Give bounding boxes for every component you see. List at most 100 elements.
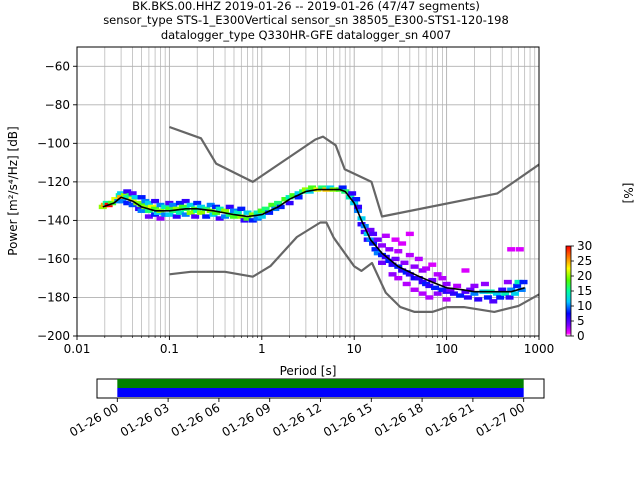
- density-cell: [276, 204, 285, 210]
- density-cell: [438, 287, 447, 292]
- density-cell: [474, 297, 483, 302]
- density-cell: [123, 189, 132, 194]
- colorbar-tick-label: 5: [577, 314, 585, 328]
- density-cell: [513, 283, 522, 289]
- density-cell: [381, 233, 390, 239]
- colorbar-label: [%]: [621, 183, 635, 204]
- density-cell: [257, 214, 266, 219]
- density-cell: [433, 272, 442, 277]
- density-cell: [442, 281, 451, 287]
- density-cell: [215, 206, 224, 212]
- density-cell: [123, 200, 132, 206]
- x-axis: 0.01 0.1 1 10 100 1000: [64, 336, 555, 356]
- density-cell: [212, 210, 221, 215]
- density-cell: [391, 256, 400, 262]
- x-tick-label: 1: [258, 342, 266, 356]
- density-cell: [118, 198, 127, 204]
- density-cell: [294, 191, 303, 196]
- x-axis-label: Period [s]: [280, 364, 337, 378]
- coverage-tick-label: 01-26 00: [67, 400, 121, 439]
- density-cell: [501, 291, 510, 296]
- density-cell: [453, 283, 462, 289]
- density-cell: [480, 281, 489, 287]
- density-cell: [289, 193, 298, 198]
- colorbar-tick-label: 0: [577, 329, 585, 343]
- density-cell: [514, 279, 523, 285]
- y-tick-label: −100: [37, 136, 70, 150]
- density-cell: [229, 214, 238, 219]
- density-cell: [144, 200, 153, 206]
- density-cell: [466, 287, 475, 292]
- density-cell: [394, 276, 403, 281]
- colorbar-tick-label: 25: [577, 254, 592, 268]
- density-cell: [197, 210, 206, 215]
- density-cell: [294, 195, 303, 200]
- density-cell: [253, 210, 262, 215]
- density-cell: [388, 272, 397, 277]
- y-tick-label: −120: [37, 175, 70, 189]
- density-cell: [496, 295, 505, 300]
- density-cell: [428, 277, 437, 283]
- density-cell: [215, 216, 224, 221]
- density-cell: [156, 202, 165, 208]
- x-tick-label: 1000: [524, 342, 555, 356]
- density-cell: [410, 276, 419, 281]
- title-line-3: datalogger_type Q330HR-GFE datalogger_sn…: [161, 28, 451, 42]
- density-cell: [463, 295, 472, 300]
- coverage-tick-label: 01-26 09: [219, 400, 273, 439]
- title-line-2: sensor_type STS-1_E300Vertical sensor_sn…: [103, 13, 509, 27]
- x-tick-label: 10: [347, 342, 362, 356]
- density-cell: [388, 262, 397, 267]
- density-cell: [405, 231, 414, 237]
- density-cell: [206, 202, 215, 208]
- density-cell: [181, 212, 190, 217]
- coverage-tick-label: 01-26 06: [169, 400, 223, 439]
- noise-model-low-line: [169, 221, 539, 313]
- coverage-tick-label: 01-26 21: [423, 400, 477, 439]
- density-cell: [354, 204, 363, 210]
- density-cell: [428, 262, 437, 267]
- colorbar-tick-label: 10: [577, 299, 592, 313]
- density-cell: [378, 243, 387, 248]
- density-cell: [202, 214, 211, 219]
- density-cell: [197, 204, 206, 210]
- density-cell: [461, 268, 470, 273]
- coverage-band-lower: [117, 388, 524, 397]
- noise-model-high-line: [169, 125, 539, 218]
- density-cell: [505, 295, 514, 300]
- plot-frame: [76, 46, 540, 337]
- density-cell: [165, 212, 174, 217]
- x-tick-label: 100: [435, 342, 458, 356]
- density-cell: [400, 260, 409, 265]
- density-cell: [456, 293, 465, 298]
- density-cell: [172, 214, 181, 219]
- density-cell: [391, 237, 400, 242]
- density-cell: [385, 258, 394, 264]
- density-cell: [261, 206, 270, 212]
- density-cell: [131, 195, 140, 200]
- y-tick-label: −200: [37, 329, 70, 343]
- density-cell: [137, 195, 146, 200]
- density-cell: [141, 204, 150, 210]
- density-cell: [308, 185, 317, 190]
- density-cell: [398, 241, 407, 246]
- y-tick-label: −180: [37, 290, 70, 304]
- density-cell: [373, 250, 382, 256]
- y-axis-label: Power [m²/s⁴/Hz] [dB]: [6, 126, 20, 255]
- density-cell: [253, 216, 262, 221]
- density-cell: [414, 276, 423, 281]
- y-tick-label: −80: [45, 98, 70, 112]
- density-cell: [233, 210, 242, 215]
- density-cell: [221, 214, 230, 219]
- density-cell: [202, 206, 211, 212]
- density-cell: [243, 216, 252, 221]
- coverage-tick-label: 01-26 12: [270, 400, 324, 439]
- density-cell: [373, 237, 382, 242]
- density-cell: [446, 287, 455, 292]
- density-cell: [144, 214, 153, 219]
- density-cell: [515, 247, 524, 252]
- y-tick-label: −140: [37, 213, 70, 227]
